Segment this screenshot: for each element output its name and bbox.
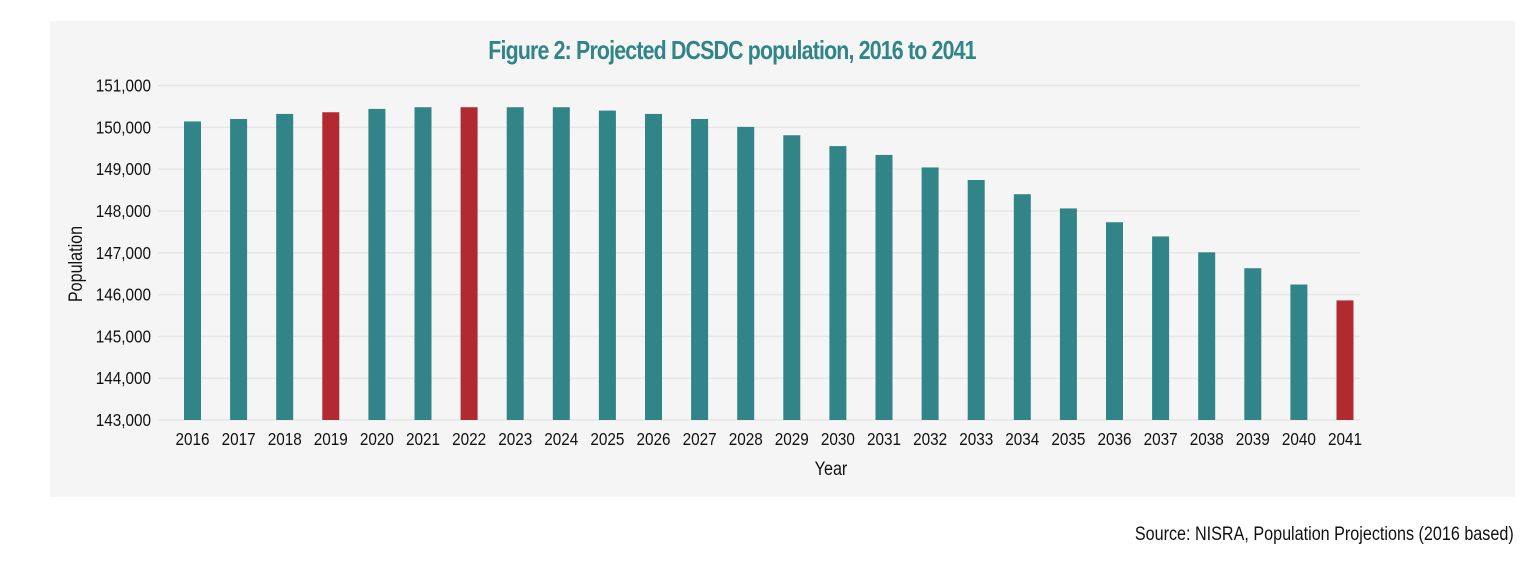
x-tick-label: 2040 [1282, 429, 1316, 449]
x-tick-label: 2033 [959, 429, 993, 449]
x-tick-label: 2017 [222, 429, 256, 449]
bar-2041 [1336, 300, 1354, 420]
bar-2038 [1198, 252, 1216, 420]
x-axis-ticks: 2016 2017 2018 2019 2020 2021 2022 2023 2024 2025… [175, 429, 1362, 449]
chart-panel: Figure 2: Projected DCSDC population, 20… [50, 21, 1515, 497]
x-tick-label: 2038 [1190, 429, 1224, 449]
bar-2027 [691, 118, 709, 420]
bar-2031 [875, 154, 893, 420]
bars [184, 107, 1354, 421]
bar-2025 [598, 110, 616, 421]
y-axis-ticks: 143,000 144,000 145,000 146,000 147,000 148,0… [96, 75, 151, 430]
bar-2035 [1059, 208, 1077, 420]
y-tick-label: 149,000 [96, 159, 151, 179]
chart-title: Figure 2: Projected DCSDC population, 20… [488, 35, 976, 65]
bar-2024 [552, 107, 570, 421]
x-tick-label: 2022 [452, 429, 486, 449]
y-axis-label: Population [65, 226, 87, 302]
x-tick-label: 2027 [683, 429, 717, 449]
bar-2017 [230, 118, 248, 420]
x-tick-label: 2028 [729, 429, 763, 449]
y-tick-label: 147,000 [96, 243, 151, 263]
x-tick-label: 2032 [913, 429, 947, 449]
x-tick-label: 2020 [360, 429, 394, 449]
bar-2020 [368, 108, 386, 420]
bar-2021 [414, 107, 432, 421]
y-tick-label: 143,000 [96, 410, 151, 430]
x-tick-label: 2035 [1051, 429, 1085, 449]
x-tick-label: 2029 [775, 429, 809, 449]
x-tick-label: 2034 [1005, 429, 1039, 449]
bar-chart: 143,000 144,000 145,000 146,000 147,000 148,0… [65, 75, 1362, 480]
bar-2030 [829, 146, 847, 421]
bar-2032 [921, 167, 939, 420]
bar-2023 [506, 107, 524, 421]
bar-2019 [322, 112, 340, 420]
bar-2028 [737, 126, 755, 420]
gridlines [158, 84, 1360, 421]
x-tick-label: 2039 [1236, 429, 1270, 449]
x-tick-label: 2024 [544, 429, 578, 449]
bar-2033 [967, 179, 985, 420]
y-tick-label: 146,000 [96, 284, 151, 304]
x-tick-label: 2018 [268, 429, 302, 449]
x-axis-label: Year [815, 458, 848, 480]
bar-2039 [1244, 268, 1262, 420]
x-tick-label: 2031 [867, 429, 901, 449]
x-tick-label: 2016 [175, 429, 209, 449]
bar-2037 [1152, 236, 1170, 420]
bar-2018 [276, 113, 294, 421]
y-tick-label: 150,000 [96, 117, 151, 137]
y-tick-label: 151,000 [96, 75, 151, 95]
bar-2026 [645, 113, 662, 421]
bar-2036 [1106, 222, 1123, 420]
x-tick-label: 2023 [498, 429, 532, 449]
source-note: Source: NISRA, Population Projections (2… [1135, 524, 1514, 545]
bar-2034 [1013, 194, 1031, 420]
x-tick-label: 2037 [1144, 429, 1178, 449]
x-tick-label: 2030 [821, 429, 855, 449]
bar-2022 [460, 107, 478, 421]
x-tick-label: 2041 [1328, 429, 1362, 449]
x-tick-label: 2025 [590, 429, 624, 449]
x-tick-label: 2026 [636, 429, 670, 449]
x-tick-label: 2019 [314, 429, 348, 449]
x-tick-label: 2036 [1097, 429, 1131, 449]
x-tick-label: 2021 [406, 429, 440, 449]
y-tick-label: 144,000 [96, 368, 151, 388]
bar-2040 [1290, 284, 1308, 420]
y-tick-label: 145,000 [96, 326, 151, 346]
y-tick-label: 148,000 [96, 201, 151, 221]
bar-2016 [184, 121, 201, 421]
bar-2029 [783, 135, 801, 420]
